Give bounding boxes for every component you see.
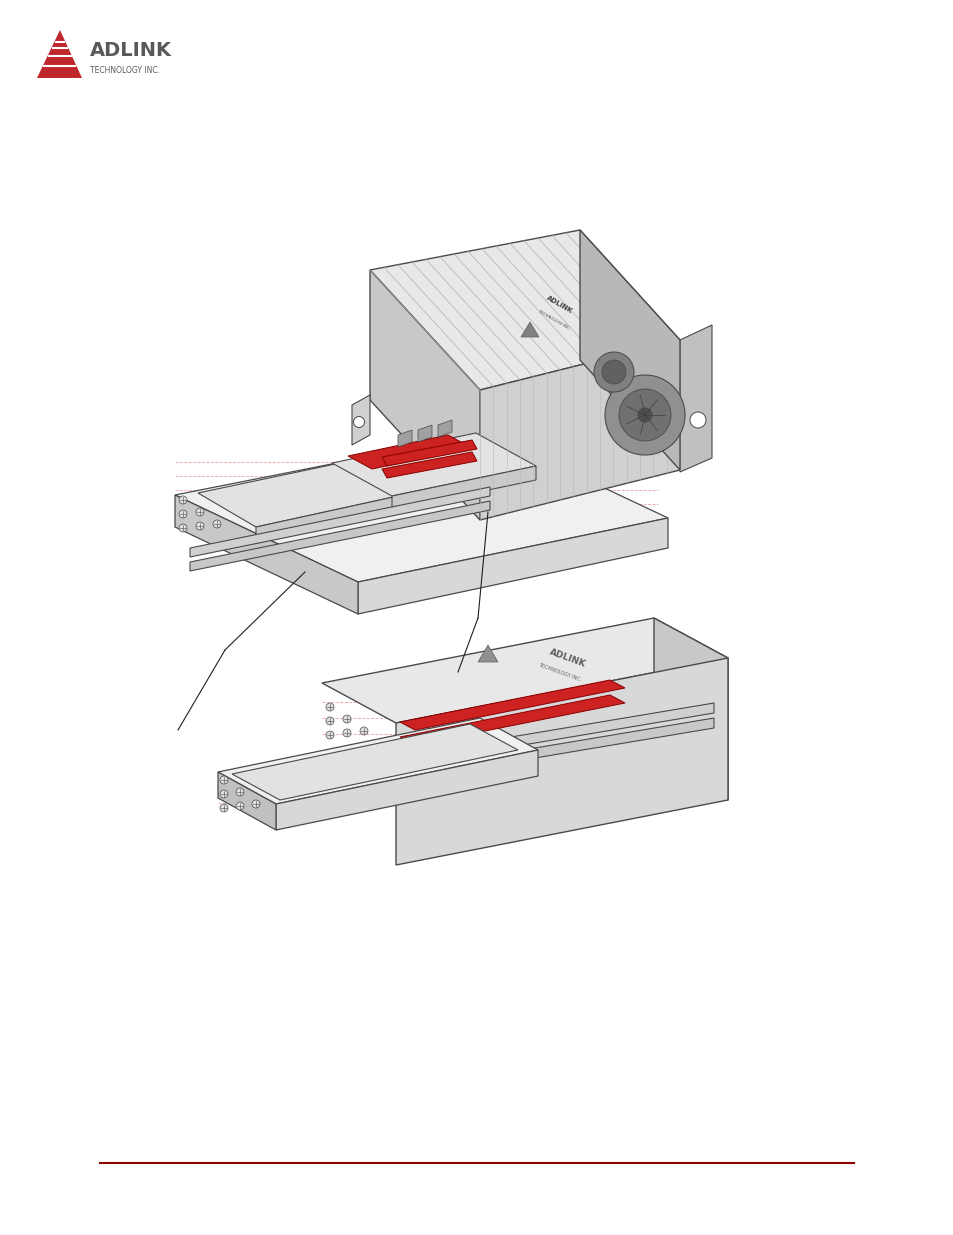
Polygon shape (395, 658, 727, 864)
Polygon shape (232, 724, 517, 800)
Polygon shape (381, 440, 476, 466)
Circle shape (689, 412, 705, 429)
Polygon shape (579, 230, 679, 471)
Polygon shape (37, 30, 82, 78)
Circle shape (359, 727, 368, 735)
Circle shape (326, 718, 334, 725)
Polygon shape (357, 517, 667, 614)
Circle shape (343, 729, 351, 737)
Circle shape (213, 520, 221, 529)
Circle shape (220, 776, 228, 784)
Polygon shape (437, 420, 452, 437)
Polygon shape (218, 772, 275, 830)
Polygon shape (174, 495, 357, 614)
Polygon shape (417, 425, 432, 442)
Text: TECHNOLOGY INC.: TECHNOLOGY INC. (90, 65, 160, 74)
Circle shape (326, 731, 334, 739)
Polygon shape (174, 433, 667, 582)
Circle shape (252, 800, 260, 808)
Polygon shape (332, 718, 713, 792)
Text: ADLINK: ADLINK (548, 647, 587, 669)
Circle shape (326, 703, 334, 711)
Circle shape (354, 416, 364, 427)
Polygon shape (654, 618, 727, 800)
Polygon shape (399, 680, 624, 730)
Polygon shape (322, 618, 727, 722)
Polygon shape (190, 487, 490, 557)
Polygon shape (348, 435, 472, 469)
Polygon shape (198, 463, 397, 527)
Text: TECHNOLOGY INC.: TECHNOLOGY INC. (537, 662, 581, 682)
Circle shape (195, 522, 204, 530)
Circle shape (220, 804, 228, 811)
Polygon shape (370, 270, 479, 520)
Polygon shape (520, 322, 538, 337)
Circle shape (179, 496, 187, 504)
Circle shape (179, 510, 187, 517)
Circle shape (195, 508, 204, 516)
Polygon shape (392, 466, 536, 510)
Polygon shape (332, 703, 713, 777)
Circle shape (618, 389, 670, 441)
Circle shape (594, 352, 634, 391)
Polygon shape (477, 645, 497, 662)
Polygon shape (190, 501, 490, 571)
Polygon shape (479, 340, 679, 520)
Text: ADLINK: ADLINK (545, 295, 574, 315)
Circle shape (220, 790, 228, 798)
Polygon shape (255, 496, 397, 543)
Circle shape (179, 524, 187, 532)
Circle shape (604, 375, 684, 454)
Polygon shape (381, 452, 476, 478)
Text: ADLINK: ADLINK (90, 41, 172, 59)
Polygon shape (332, 433, 536, 496)
Circle shape (343, 715, 351, 722)
Polygon shape (399, 695, 624, 745)
Polygon shape (352, 395, 370, 445)
Circle shape (638, 408, 652, 422)
Text: TECHNOLOGY INC.: TECHNOLOGY INC. (537, 309, 570, 331)
Polygon shape (397, 430, 412, 447)
Circle shape (601, 359, 625, 384)
Circle shape (235, 802, 244, 810)
Circle shape (235, 788, 244, 797)
Polygon shape (679, 325, 711, 472)
Polygon shape (370, 230, 679, 390)
Polygon shape (218, 718, 537, 804)
Polygon shape (275, 750, 537, 830)
